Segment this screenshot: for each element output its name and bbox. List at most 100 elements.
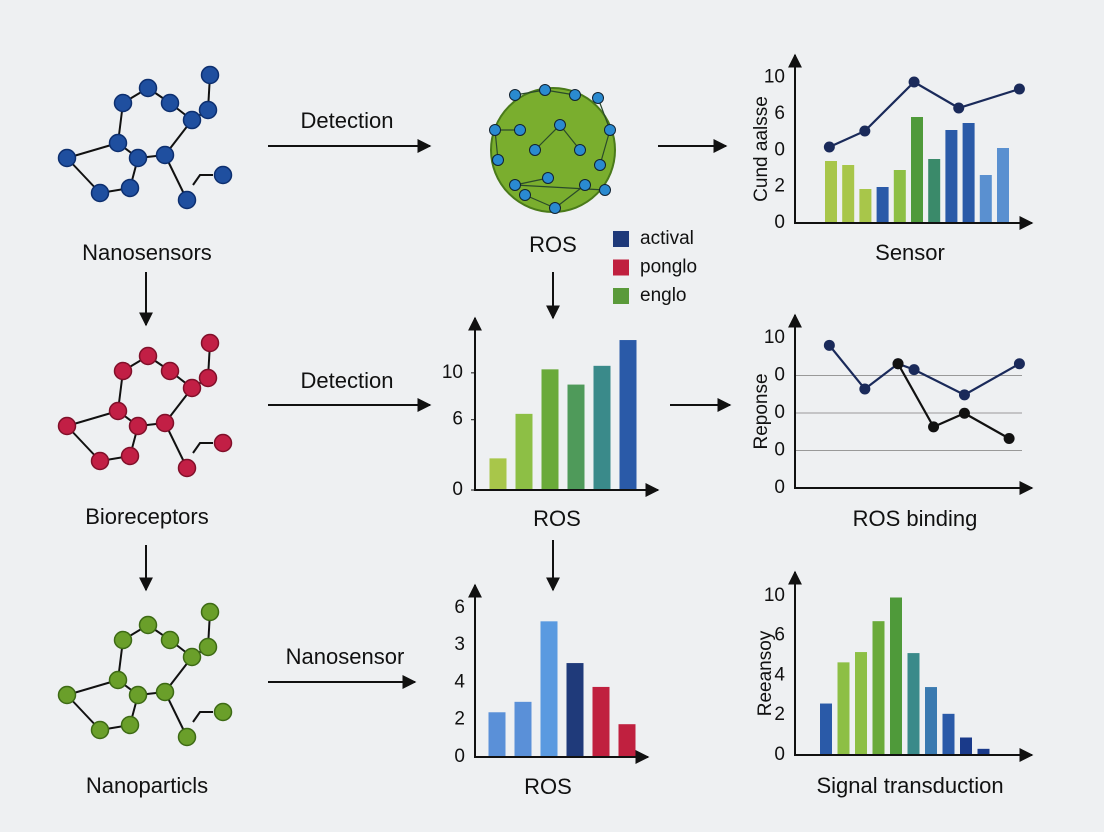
- atom: [108, 670, 128, 690]
- sphere-dot: [539, 84, 551, 96]
- atom: [113, 630, 133, 650]
- sphere-dot: [599, 184, 611, 196]
- bar: [962, 123, 975, 223]
- atom: [138, 346, 158, 366]
- atom: [155, 413, 175, 433]
- sphere-label: ROS: [529, 232, 577, 257]
- atom: [128, 416, 148, 436]
- point: [823, 339, 835, 351]
- sphere-dot: [574, 144, 586, 156]
- molecule: [57, 333, 233, 478]
- sphere-dot: [492, 154, 504, 166]
- legend-swatch: [613, 259, 629, 276]
- atom: [120, 715, 140, 735]
- bar: [997, 148, 1009, 223]
- bar: [855, 652, 867, 755]
- bar: [945, 130, 958, 223]
- bar: [837, 662, 850, 755]
- sphere-link: [599, 129, 611, 166]
- axis: [788, 570, 1034, 762]
- point: [859, 125, 871, 137]
- component-label: Nanoparticls: [86, 773, 208, 798]
- atom: [108, 133, 128, 153]
- point: [908, 364, 920, 376]
- atom: [108, 401, 128, 421]
- bar: [567, 384, 585, 490]
- bar: [942, 713, 955, 755]
- component-label: Bioreceptors: [85, 504, 209, 529]
- atom: [200, 333, 220, 353]
- legend-label: actival: [640, 228, 694, 249]
- arrow-label: Detection: [301, 368, 394, 393]
- y-axis-label: Reponse: [751, 373, 772, 449]
- bar: [592, 686, 610, 757]
- point: [1013, 358, 1025, 370]
- sphere-dot: [569, 89, 581, 101]
- y-tick-label: 10: [764, 585, 785, 606]
- atom: [90, 451, 110, 471]
- y-tick-label: 10: [764, 67, 785, 88]
- atom: [198, 368, 218, 388]
- atom: [213, 433, 233, 453]
- y-tick-label: 6: [454, 597, 465, 618]
- point: [958, 407, 970, 419]
- atom: [177, 727, 197, 747]
- axis: [788, 313, 1034, 495]
- atom: [213, 165, 233, 185]
- atom: [138, 615, 158, 635]
- y-tick-label: 2: [774, 704, 785, 725]
- sphere: [490, 87, 616, 213]
- legend-label: ponglo: [640, 257, 697, 278]
- point: [823, 141, 835, 153]
- sphere-dot: [509, 89, 521, 101]
- sphere-dot: [549, 202, 561, 214]
- y-tick-label: 0: [774, 212, 785, 233]
- atom: [57, 416, 77, 436]
- atom: [138, 78, 158, 98]
- y-tick-label: 0: [452, 479, 463, 500]
- chart-label: ROS: [524, 774, 572, 799]
- point: [953, 102, 965, 114]
- atom: [90, 183, 110, 203]
- atom: [155, 682, 175, 702]
- atom: [198, 637, 218, 657]
- y-tick-label: 4: [774, 664, 785, 685]
- axis: [468, 583, 650, 764]
- bar: [540, 621, 558, 757]
- bar: [890, 597, 902, 755]
- point: [908, 76, 920, 88]
- sphere-dot: [519, 189, 531, 201]
- bar: [825, 161, 837, 223]
- chart-label: Sensor: [875, 240, 945, 265]
- atom: [57, 148, 77, 168]
- sphere-dot: [594, 159, 606, 171]
- legend-swatch: [613, 288, 629, 304]
- atom: [160, 361, 180, 381]
- arrow-label: Nanosensor: [286, 644, 405, 669]
- chart-label: Signal transduction: [816, 773, 1003, 798]
- atom: [177, 458, 197, 478]
- bar: [514, 701, 532, 757]
- point: [892, 358, 904, 370]
- chart-label: ROS binding: [853, 506, 978, 531]
- y-tick-label: 0: [774, 440, 785, 461]
- y-tick-label: 0: [774, 139, 785, 160]
- bond: [192, 442, 213, 454]
- y-tick-label: 3: [454, 634, 465, 655]
- atom: [198, 100, 218, 120]
- y-axis-label: Cund aalsse: [751, 96, 772, 202]
- bar: [489, 458, 507, 490]
- bar: [907, 653, 920, 755]
- atom: [177, 190, 197, 210]
- atom: [182, 647, 202, 667]
- atom: [113, 93, 133, 113]
- y-tick-label: 6: [774, 625, 785, 646]
- atom: [160, 630, 180, 650]
- molecule: [57, 65, 233, 210]
- y-tick-label: 0: [774, 744, 785, 765]
- atom: [182, 378, 202, 398]
- bar: [893, 170, 906, 223]
- y-tick-label: 0: [774, 365, 785, 386]
- point: [958, 389, 970, 401]
